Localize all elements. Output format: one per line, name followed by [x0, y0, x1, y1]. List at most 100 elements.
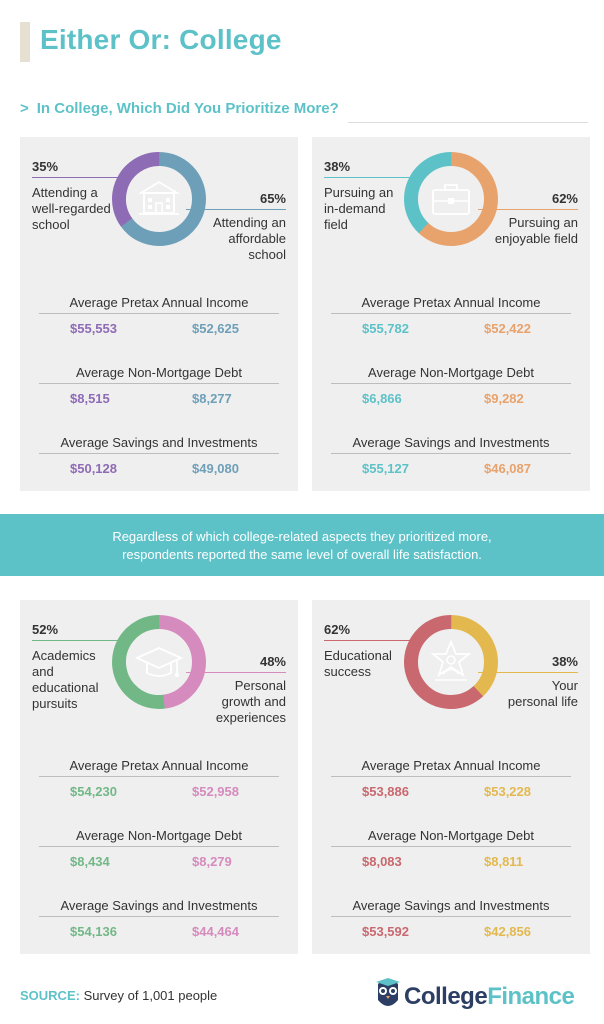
banner-line-1: Regardless of which college-related aspe… [112, 529, 492, 544]
right-leader-line [186, 209, 286, 210]
comparison-card: 62% Educational success 38% Your personal lif… [312, 600, 590, 954]
metric-divider [331, 453, 571, 454]
right-leader-line [186, 672, 286, 673]
metric-value-left: $55,127 [362, 461, 409, 476]
metric-title-debt: Average Non-Mortgage Debt [76, 828, 242, 843]
collegefinance-logo [376, 978, 400, 1006]
right-label-line: experiences [215, 710, 286, 725]
metric-value-right: $52,625 [192, 321, 239, 336]
metric-value-left: $8,434 [70, 854, 110, 869]
left-label-line: Attending a [32, 185, 98, 200]
metric-divider [39, 846, 279, 847]
right-option-label: Attending an affordable school [176, 215, 286, 263]
left-label-line: field [324, 217, 348, 232]
metric-value-left: $53,592 [362, 924, 409, 939]
logo-text-college: College [404, 983, 488, 1010]
metric-title-debt: Average Non-Mortgage Debt [76, 365, 242, 380]
donut-chart [404, 152, 499, 246]
right-option-label: Your personal life [468, 678, 578, 710]
left-option-label: Academics and educational pursuits [32, 648, 132, 712]
metric-title-savings: Average Savings and Investments [60, 435, 258, 450]
metric-title-debt: Average Non-Mortgage Debt [368, 365, 534, 380]
right-percent: 65% [259, 191, 286, 206]
left-percent: 38% [324, 159, 351, 174]
right-label-line: Personal [234, 678, 286, 693]
right-label-line: growth and [221, 694, 286, 709]
metric-divider [331, 383, 571, 384]
owl-mascot-icon [376, 978, 400, 1006]
right-option-label: Pursuing an enjoyable field [468, 215, 578, 247]
right-percent: 38% [551, 654, 578, 669]
metric-title-income: Average Pretax Annual Income [69, 295, 249, 310]
right-percent: 62% [551, 191, 578, 206]
right-leader-line [478, 672, 578, 673]
graduation-cap-icon [134, 647, 184, 677]
right-percent: 48% [259, 654, 286, 669]
left-label-line: school [32, 217, 70, 232]
metric-divider [39, 776, 279, 777]
left-label-line: pursuits [32, 696, 78, 711]
logo-wordmark: CollegeFinance [404, 983, 575, 1011]
metric-title-income: Average Pretax Annual Income [361, 758, 541, 773]
question-divider [348, 122, 588, 123]
metric-divider [331, 846, 571, 847]
metric-value-right: $52,422 [484, 321, 531, 336]
metric-value-left: $8,515 [70, 391, 110, 406]
banner-line-2: respondents reported the same level of o… [122, 547, 482, 562]
metric-value-right: $53,228 [484, 784, 531, 799]
left-label-line: and [32, 664, 54, 679]
left-leader-line [324, 177, 424, 178]
left-option-label: Pursuing an in-demand field [324, 185, 424, 233]
logo-text-finance: Finance [487, 983, 575, 1010]
right-label-line: Attending an [212, 215, 286, 230]
source-text: Survey of 1,001 people [83, 988, 218, 1003]
chevron-right-icon: > [20, 100, 29, 117]
left-option-label: Educational success [324, 648, 424, 680]
school-building-icon [137, 180, 181, 215]
metric-divider [331, 916, 571, 917]
metric-value-right: $49,080 [192, 461, 239, 476]
metric-divider [331, 776, 571, 777]
right-label-line: affordable [228, 231, 286, 246]
left-option-label: Attending a well-regarded school [32, 185, 132, 233]
metric-divider [39, 383, 279, 384]
metric-title-debt: Average Non-Mortgage Debt [368, 828, 534, 843]
right-label-line: Your [551, 678, 578, 693]
donut-chart [404, 615, 498, 709]
metric-title-income: Average Pretax Annual Income [69, 758, 249, 773]
summary-banner: Regardless of which college-related aspe… [0, 514, 604, 576]
right-label-line: school [248, 247, 286, 262]
source-note: SOURCE: Survey of 1,001 people [20, 988, 217, 1003]
left-label-line: success [324, 664, 371, 679]
comparison-card: 52% Academics and educational pursuits 48% Per… [20, 600, 298, 954]
metric-value-left: $54,136 [70, 924, 117, 939]
left-label-line: Educational [324, 648, 392, 663]
metric-value-left: $6,866 [362, 391, 402, 406]
left-percent: 52% [32, 622, 59, 637]
metric-value-right: $46,087 [484, 461, 531, 476]
metric-value-left: $55,553 [70, 321, 117, 336]
right-label-line: personal life [507, 694, 578, 709]
donut-segment-left [112, 615, 206, 709]
metric-value-left: $50,128 [70, 461, 117, 476]
metric-value-right: $42,856 [484, 924, 531, 939]
metric-divider [39, 313, 279, 314]
left-label-line: Pursuing an [324, 185, 394, 200]
section-question-text: In College, Which Did You Prioritize Mor… [36, 100, 339, 117]
metric-value-right: $52,958 [192, 784, 239, 799]
metric-divider [39, 916, 279, 917]
metric-value-left: $55,782 [362, 321, 409, 336]
title-accent-bar [20, 22, 30, 62]
right-leader-line [478, 209, 578, 210]
metric-title-savings: Average Savings and Investments [60, 898, 258, 913]
metric-value-left: $54,230 [70, 784, 117, 799]
metric-title-savings: Average Savings and Investments [352, 898, 550, 913]
briefcase-icon [432, 184, 470, 215]
metric-title-savings: Average Savings and Investments [352, 435, 550, 450]
right-label-line: enjoyable field [494, 231, 578, 246]
metric-value-left: $8,083 [362, 854, 402, 869]
donut-chart [112, 615, 206, 709]
source-label: SOURCE: [20, 988, 80, 1003]
left-leader-line [32, 177, 132, 178]
right-label-line: Pursuing an [508, 215, 578, 230]
